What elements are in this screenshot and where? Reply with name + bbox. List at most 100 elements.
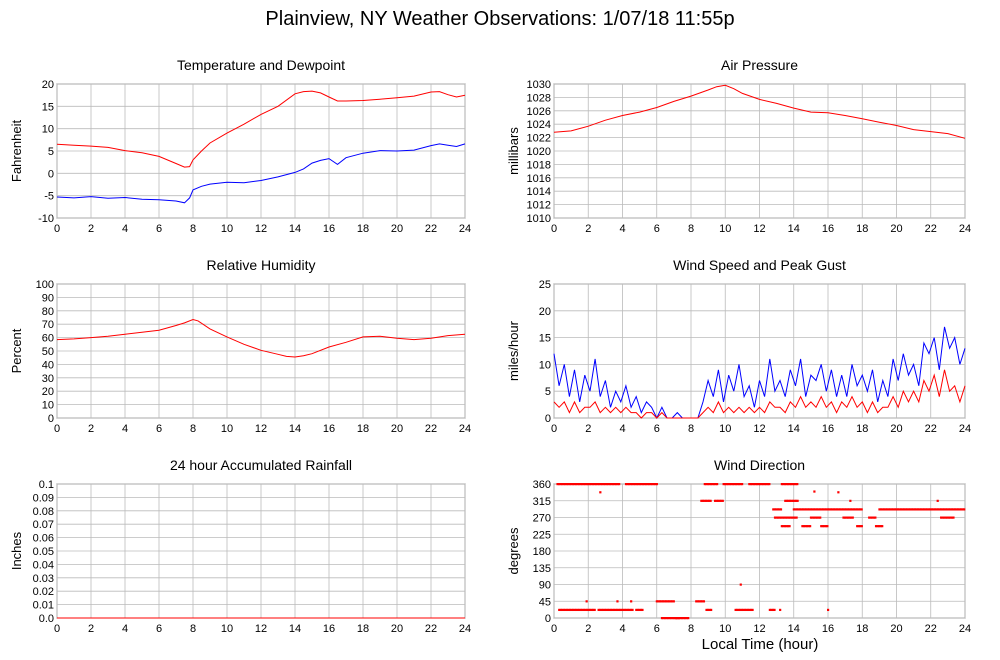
direction-point xyxy=(785,499,788,502)
direction-point xyxy=(804,525,807,528)
x-tick-label: 24 xyxy=(459,423,471,435)
direction-point xyxy=(576,608,579,612)
y-tick-label: 1010 xyxy=(527,213,551,225)
direction-point xyxy=(840,508,843,511)
direction-point xyxy=(711,483,714,486)
y-tick-label: 0.05 xyxy=(33,546,54,558)
direction-point xyxy=(581,483,584,486)
direction-point xyxy=(651,483,654,486)
x-tick-label: 16 xyxy=(822,623,834,635)
direction-point xyxy=(802,525,806,528)
direction-point xyxy=(661,600,665,603)
direction-point xyxy=(829,508,832,511)
direction-point xyxy=(737,608,740,612)
direction-point xyxy=(600,608,603,612)
direction-point xyxy=(599,491,602,494)
x-tick-label: 6 xyxy=(156,423,162,435)
direction-point xyxy=(579,608,582,612)
series-line xyxy=(56,143,466,204)
direction-point xyxy=(561,608,564,612)
direction-point xyxy=(791,499,795,502)
direction-point xyxy=(588,608,592,612)
y-tick-label: -10 xyxy=(38,213,54,225)
x-tick-label: 4 xyxy=(122,423,128,435)
direction-point xyxy=(795,516,798,519)
direction-point xyxy=(837,491,840,494)
direction-point xyxy=(848,516,851,519)
direction-point xyxy=(963,508,966,511)
direction-point xyxy=(782,525,785,528)
y-axis-label: Fahrenheit xyxy=(9,120,24,183)
direction-point xyxy=(605,608,608,612)
direction-point xyxy=(628,608,631,612)
direction-point xyxy=(714,483,717,486)
direction-point xyxy=(684,617,687,620)
direction-point xyxy=(670,617,673,620)
direction-point xyxy=(709,483,713,486)
direction-point xyxy=(728,483,731,486)
direction-point xyxy=(572,608,575,612)
direction-point xyxy=(706,483,709,486)
y-tick-label: 5 xyxy=(545,386,551,398)
direction-point xyxy=(800,508,803,511)
direction-point xyxy=(641,483,645,486)
direction-point xyxy=(717,499,720,502)
y-tick-label: 20 xyxy=(539,306,551,318)
direction-point xyxy=(890,508,893,511)
direction-point xyxy=(832,508,836,511)
direction-point xyxy=(943,508,946,511)
direction-point xyxy=(940,516,943,519)
x-tick-label: 20 xyxy=(391,223,403,235)
direction-point xyxy=(805,508,808,511)
x-tick-label: 8 xyxy=(688,623,694,635)
direction-point xyxy=(722,483,725,486)
x-tick-label: 18 xyxy=(357,423,369,435)
y-tick-label: 45 xyxy=(539,596,551,608)
y-axis-label: miles/hour xyxy=(506,320,521,381)
panel-title: Temperature and Dewpoint xyxy=(177,57,345,73)
direction-point xyxy=(778,508,781,511)
x-tick-label: 18 xyxy=(357,623,369,635)
x-tick-label: 12 xyxy=(255,223,267,235)
direction-point xyxy=(664,600,668,603)
panel-title: Wind Speed and Peak Gust xyxy=(673,257,846,273)
direction-point xyxy=(748,608,751,612)
direction-point xyxy=(609,608,613,612)
direction-point xyxy=(816,516,819,519)
direction-point xyxy=(960,508,963,511)
direction-point xyxy=(641,608,644,612)
direction-point xyxy=(944,516,947,519)
y-tick-label: 135 xyxy=(533,563,551,575)
direction-point xyxy=(790,499,793,502)
direction-point xyxy=(618,483,621,486)
direction-point xyxy=(698,600,701,603)
direction-point xyxy=(821,525,824,528)
direction-point xyxy=(952,516,955,519)
direction-point xyxy=(731,483,734,486)
direction-point xyxy=(607,483,610,486)
page-title: Plainview, NY Weather Observations: 1/07… xyxy=(265,8,735,30)
y-tick-label: 0 xyxy=(545,413,551,425)
panel-title: Relative Humidity xyxy=(207,257,316,273)
direction-point xyxy=(790,516,794,519)
direction-point xyxy=(817,516,820,519)
direction-point xyxy=(649,483,652,486)
direction-point xyxy=(852,508,856,511)
direction-point xyxy=(673,617,676,620)
x-tick-label: 18 xyxy=(856,623,868,635)
direction-point xyxy=(801,525,804,528)
direction-point xyxy=(594,483,598,486)
y-tick-label: 0.09 xyxy=(33,492,54,504)
direction-point xyxy=(592,608,595,612)
x-tick-label: 4 xyxy=(122,623,128,635)
direction-point xyxy=(582,608,585,612)
direction-point xyxy=(646,483,649,486)
direction-point xyxy=(792,516,795,519)
direction-point xyxy=(602,608,605,612)
direction-point xyxy=(943,516,946,519)
direction-point xyxy=(706,608,710,612)
y-tick-label: 1020 xyxy=(527,146,551,158)
direction-point xyxy=(884,508,887,511)
direction-point xyxy=(831,508,834,511)
x-tick-label: 8 xyxy=(190,423,196,435)
